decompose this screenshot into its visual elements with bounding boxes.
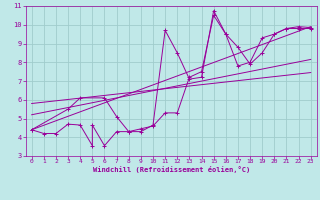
X-axis label: Windchill (Refroidissement éolien,°C): Windchill (Refroidissement éolien,°C) xyxy=(92,166,250,173)
